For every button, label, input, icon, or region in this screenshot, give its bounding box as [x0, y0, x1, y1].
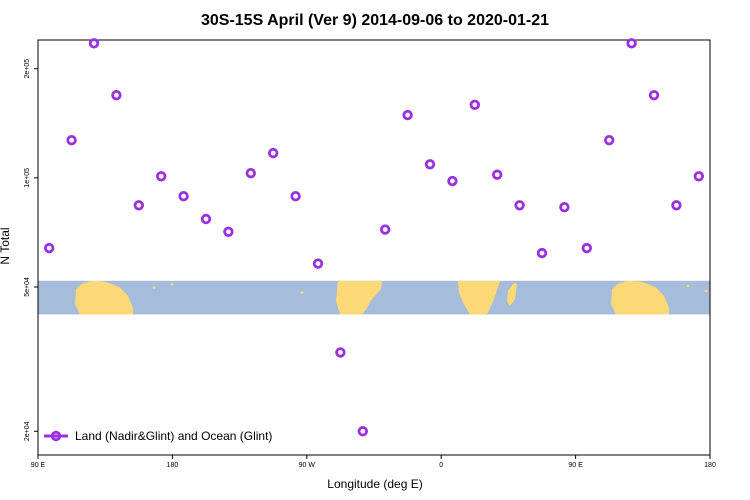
data-point [536, 247, 548, 259]
x-tick-label: 90 W [299, 462, 316, 469]
y-tick-label: 2e+05 [24, 59, 31, 79]
data-point [200, 213, 212, 225]
madagascar-shape [507, 282, 517, 307]
data-point [155, 171, 167, 182]
land-shapes [75, 280, 708, 315]
data-point [447, 175, 458, 187]
data-point [290, 190, 301, 202]
australia-shape [75, 280, 133, 315]
island-shape [152, 286, 156, 289]
island-shape [704, 289, 708, 293]
y-tick-label: 1e+05 [24, 168, 31, 188]
data-point [693, 171, 704, 182]
x-tick-label: 90 E [568, 462, 583, 469]
data-point [88, 38, 100, 49]
data-point [335, 347, 346, 358]
australia-shape-2 [611, 280, 669, 315]
island-shape [300, 291, 304, 294]
island-shape [686, 284, 690, 288]
y-axis-label: N Total [0, 227, 12, 264]
data-point [380, 224, 391, 235]
data-point [402, 109, 413, 121]
data-point [559, 201, 570, 213]
x-axis-label: Longitude (deg E) [327, 477, 422, 491]
data-point [223, 226, 234, 237]
data-point [312, 258, 324, 269]
data-point [604, 135, 615, 146]
chart-title: 30S-15S April (Ver 9) 2014-09-06 to 2020… [201, 12, 549, 29]
legend: Land (Nadir&Glint) and Ocean (Glint) [44, 429, 272, 443]
data-points [44, 38, 704, 437]
x-tick-label: 90 E [31, 462, 46, 469]
y-tick-label: 2e+04 [24, 421, 31, 441]
data-point [245, 167, 256, 179]
legend-marker-icon [50, 430, 62, 442]
data-point [44, 242, 55, 254]
data-point [268, 147, 279, 159]
data-point [514, 200, 525, 211]
south-america-shape [336, 280, 382, 315]
y-tick-label: 5e+04 [24, 277, 31, 297]
data-point [492, 169, 503, 180]
x-tick-label: 0 [439, 462, 443, 469]
x-tick-label: 180 [167, 462, 179, 469]
data-point [178, 190, 189, 202]
data-point [357, 426, 368, 437]
data-point [424, 159, 436, 170]
data-point [66, 135, 77, 146]
africa-shape [458, 280, 500, 315]
x-axis: 90 E 180 90 W 0 90 E 180 [31, 455, 716, 469]
data-point [626, 38, 637, 49]
data-point [111, 90, 122, 101]
data-point [469, 99, 480, 111]
map-band [38, 280, 710, 315]
plot-frame [37, 39, 711, 456]
legend-label: Land (Nadir&Glint) and Ocean (Glint) [75, 429, 272, 443]
data-point [671, 200, 682, 211]
y-axis: 2e+04 5e+04 1e+05 2e+05 [24, 59, 38, 441]
data-point [581, 242, 592, 254]
data-point [133, 200, 144, 211]
island-shape [170, 282, 174, 286]
data-point [648, 90, 660, 101]
x-tick-label: 180 [704, 462, 716, 469]
